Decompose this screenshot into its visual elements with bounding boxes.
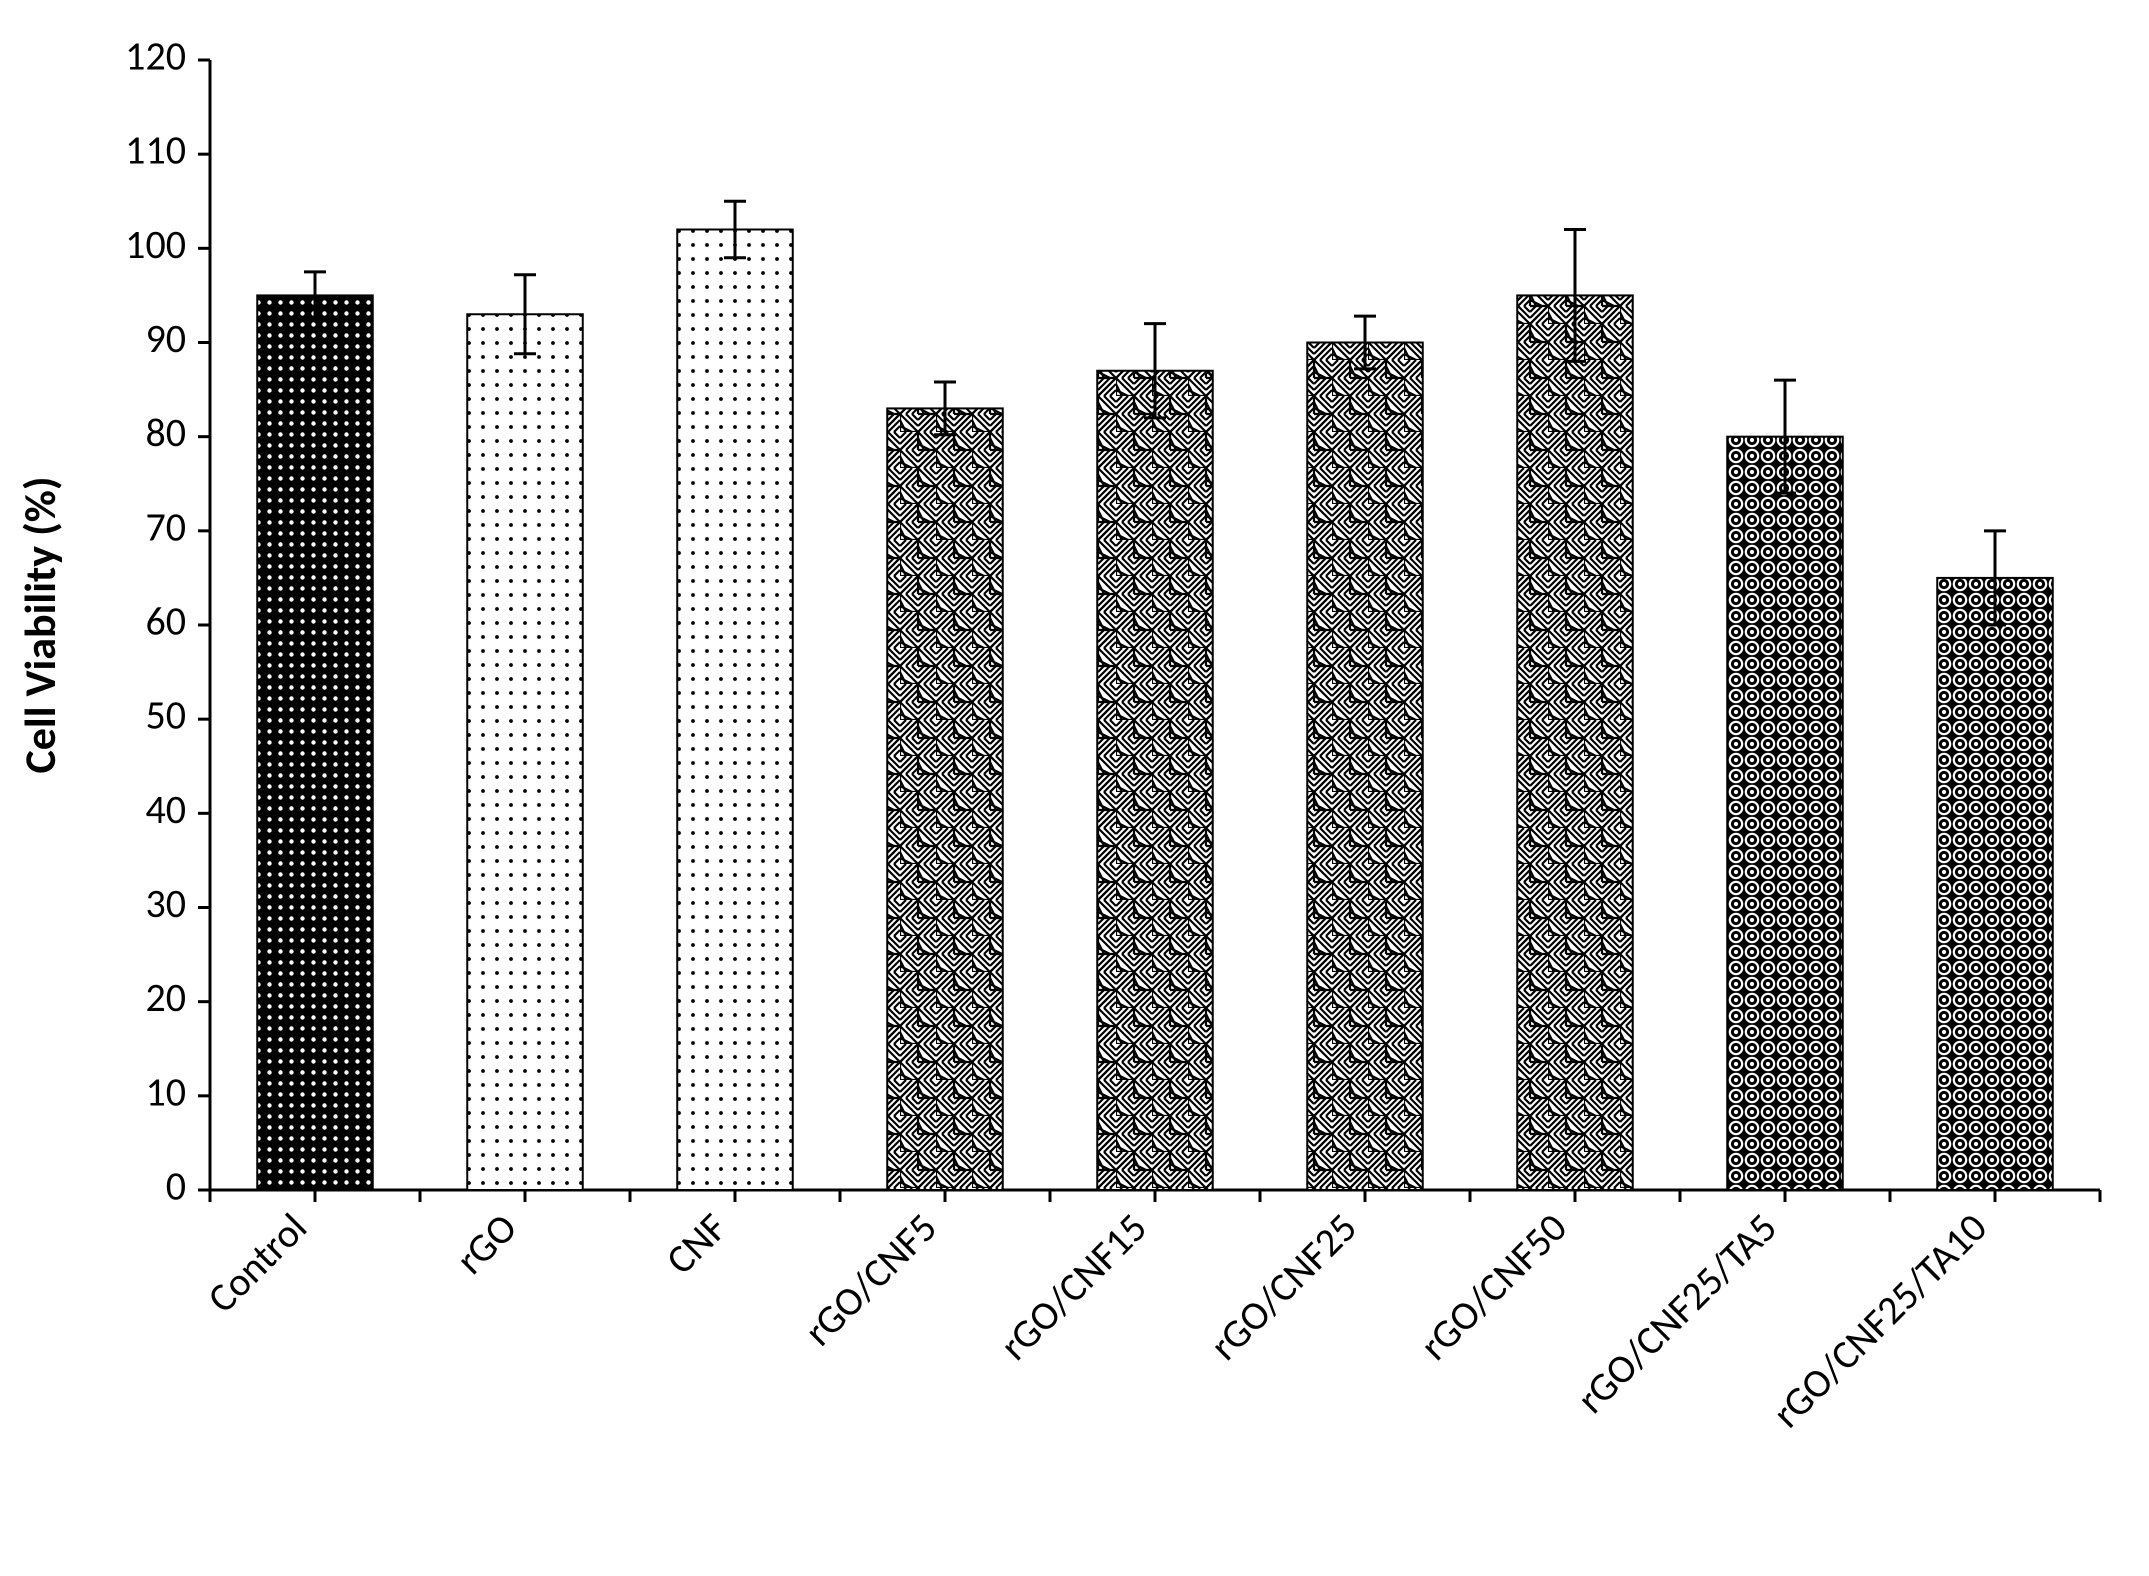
viability-bar-chart: 0 10 20 30 40 50 60 70 80 90 100 110 120 Control rGO C… [0,0,2149,1576]
bar [1727,437,1843,1190]
bar [257,295,373,1190]
bar [887,408,1003,1190]
bar [467,314,583,1190]
bar [1097,371,1213,1190]
y-axis-label: Cell Viability (%) [13,476,67,773]
y-tick-label: 40 [145,785,186,834]
bar [677,230,793,1191]
bar [1517,295,1633,1190]
y-tick-label: 100 [125,220,186,269]
y-tick-label: 20 [145,973,186,1022]
x-tick-label: rGO/CNF25/TA5 [1567,1203,1787,1423]
y-tick-label: 30 [145,879,186,928]
y-tick-label: 50 [145,691,186,740]
y-tick-label: 0 [166,1162,186,1211]
y-tick-label: 10 [145,1067,186,1116]
y-tick-label: 80 [145,408,186,457]
x-tick-label: rGO/CNF25/TA10 [1762,1203,1997,1438]
y-tick-label: 110 [125,126,186,175]
x-tick-label: rGO/CNF50 [1410,1203,1577,1370]
x-tick-label: CNF [656,1203,737,1284]
y-tick-label: 70 [145,502,186,551]
y-tick-label: 60 [145,597,186,646]
y-tick-label: 120 [125,32,186,81]
x-tick-label: rGO/CNF15 [990,1203,1157,1370]
y-tick-label: 90 [145,314,186,363]
chart-svg: 0 10 20 30 40 50 60 70 80 90 100 110 120 Control rGO C… [0,0,2149,1576]
bar [1937,578,2053,1190]
x-tick-label: rGO [446,1203,527,1284]
x-tick-label: Control [197,1203,317,1323]
bar [1307,343,1423,1191]
x-tick-label: rGO/CNF25 [1200,1203,1367,1370]
x-tick-label: rGO/CNF5 [794,1203,947,1356]
